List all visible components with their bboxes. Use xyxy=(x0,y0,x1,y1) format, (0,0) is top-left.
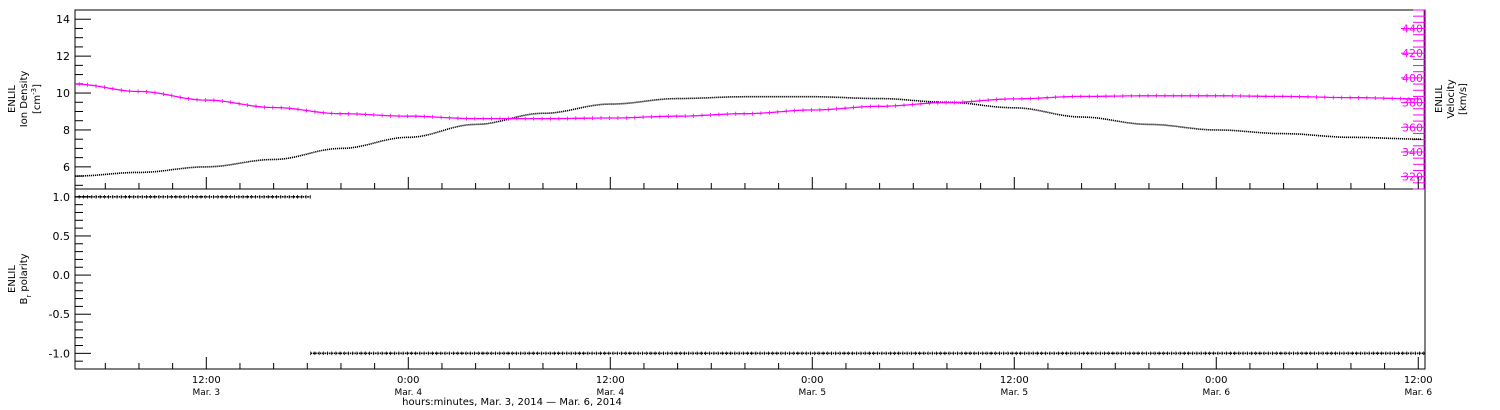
x-axis-title: hours:minutes, Mar. 3, 2014 — Mar. 6, 20… xyxy=(402,397,622,408)
data-marks xyxy=(74,82,1425,356)
velocity-series-markers xyxy=(78,82,1418,121)
x-tick-date-label: Mar. 3 xyxy=(192,388,220,398)
polarity-axis-title-line1: ENLIL xyxy=(7,265,18,293)
density-tick-label: 10 xyxy=(56,87,70,100)
x-tick-time-label: 12:00 xyxy=(1000,375,1029,386)
velocity-tick-label: 420 xyxy=(1402,47,1423,60)
density-series-line xyxy=(74,95,1422,177)
density-tick-label: 6 xyxy=(63,161,70,174)
polarity-axis-title: ENLIL Br polarity xyxy=(7,253,33,304)
velocity-axis-title-line1: ENLIL xyxy=(1434,85,1445,113)
density-tick-label: 12 xyxy=(56,50,70,63)
x-tick-date-label: Mar. 6 xyxy=(1202,388,1230,398)
x-tick-time-label: 12:00 xyxy=(596,375,625,386)
density-axis-unit: [cm-3] xyxy=(30,84,43,114)
velocity-tick-label: 380 xyxy=(1402,97,1423,110)
density-axis-title-line2: Ion Density xyxy=(19,71,30,128)
bottom-panel-frame xyxy=(74,188,1426,370)
plot-frames xyxy=(74,9,1426,370)
velocity-axis-unit: [km/s] xyxy=(1458,83,1469,115)
axis-labels: 6 8 10 12 14 320 340 360 380 400 420 440 1.0 0.5 0.0 -0… xyxy=(49,13,1433,398)
x-tick-date-label: Mar. 6 xyxy=(1404,388,1432,398)
x-tick-date-label: Mar. 5 xyxy=(1000,388,1028,398)
velocity-tick-label: 320 xyxy=(1402,171,1423,184)
x-tick-date-label: Mar. 4 xyxy=(596,388,624,398)
velocity-tick-label: 440 xyxy=(1402,23,1423,36)
velocity-tick-label: 340 xyxy=(1402,146,1423,159)
polarity-tick-label: 1.0 xyxy=(53,191,71,204)
polarity-tick-label: 0.0 xyxy=(53,269,71,282)
x-tick-date-label: Mar. 4 xyxy=(394,388,422,398)
x-tick-time-label: 0:00 xyxy=(1205,375,1227,386)
velocity-tick-label: 400 xyxy=(1402,72,1423,85)
top-panel-frame xyxy=(74,9,1426,190)
density-tick-label: 14 xyxy=(56,13,70,26)
x-tick-time-label: 12:00 xyxy=(192,375,221,386)
x-tick-time-label: 12:00 xyxy=(1404,375,1433,386)
velocity-axis-title-line2: Velocity xyxy=(1446,79,1457,118)
polarity-markers xyxy=(310,351,1425,356)
velocity-axis-title: ENLIL Velocity [km/s] xyxy=(1434,79,1469,118)
axis-ticks xyxy=(75,9,1425,370)
x-tick-time-label: 0:00 xyxy=(801,375,823,386)
x-tick-time-label: 0:00 xyxy=(397,375,419,386)
polarity-axis-title-line2: Br polarity xyxy=(19,253,33,304)
density-tick-label: 8 xyxy=(63,124,70,137)
polarity-markers xyxy=(74,195,311,199)
density-axis-title: ENLIL Ion Density [cm-3] xyxy=(7,71,43,128)
polarity-tick-label: 0.5 xyxy=(53,230,71,243)
x-tick-date-label: Mar. 5 xyxy=(798,388,826,398)
density-axis-title-line1: ENLIL xyxy=(7,85,18,113)
polarity-tick-label: -0.5 xyxy=(49,308,70,321)
polarity-tick-label: -1.0 xyxy=(49,347,70,360)
velocity-series-line xyxy=(75,83,1422,120)
velocity-tick-label: 360 xyxy=(1402,121,1423,134)
